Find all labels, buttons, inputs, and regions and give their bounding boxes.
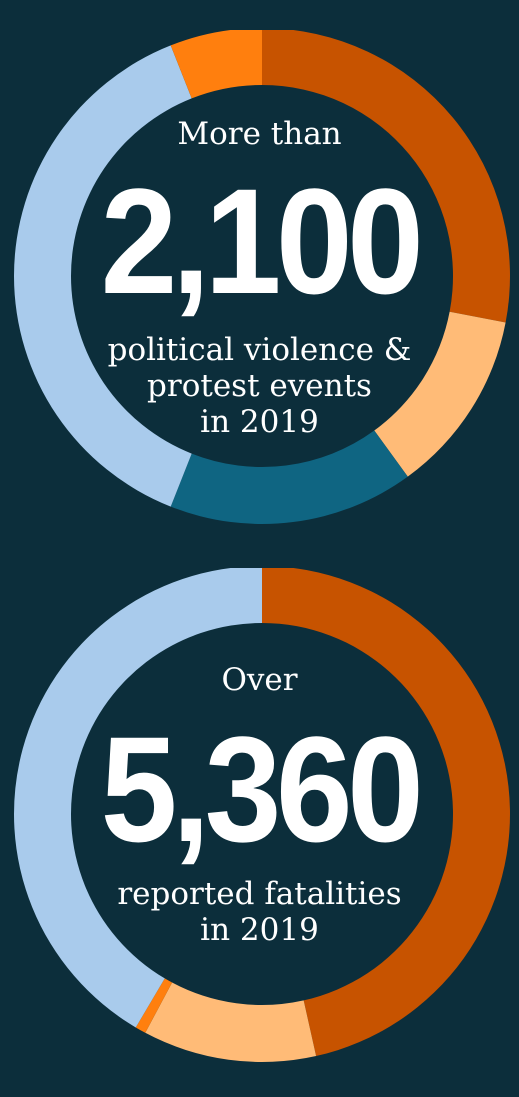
events-donut-slice-2	[374, 311, 506, 477]
fatalities-donut-slice-1	[262, 568, 510, 1057]
events-donut-slice-1	[262, 30, 510, 323]
fatalities-prefix-text: Over	[221, 662, 298, 698]
fatalities-donut-slice-2	[145, 982, 317, 1062]
fatalities-donut-panel: Over 5,360 reported fatalities in 2019	[0, 568, 519, 1088]
fatalities-description-line-2: in 2019	[200, 912, 319, 948]
events-description-line-3: in 2019	[200, 404, 319, 440]
events-description-line-2: protest events	[147, 368, 372, 404]
events-prefix-text: More than	[177, 116, 342, 152]
fatalities-donut-slice-4	[14, 568, 262, 1028]
events-count-number: 2,100	[100, 157, 424, 325]
events-donut-panel: More than 2,100 political violence & pro…	[0, 30, 519, 550]
fatalities-donut-chart	[14, 568, 510, 1062]
events-donut-chart	[13, 30, 510, 524]
events-donut-slice-5	[170, 30, 262, 99]
fatalities-count-number: 5,360	[100, 705, 424, 873]
events-donut-slice-3	[170, 430, 408, 524]
fatalities-description: reported fatalities in 2019	[80, 876, 439, 948]
events-donut-slice-4	[13, 45, 192, 507]
events-description: political violence & protest events in 2…	[80, 332, 439, 440]
fatalities-donut-slice-3	[135, 978, 173, 1033]
fatalities-description-line-1: reported fatalities	[117, 876, 402, 912]
events-description-line-1: political violence &	[107, 332, 412, 368]
